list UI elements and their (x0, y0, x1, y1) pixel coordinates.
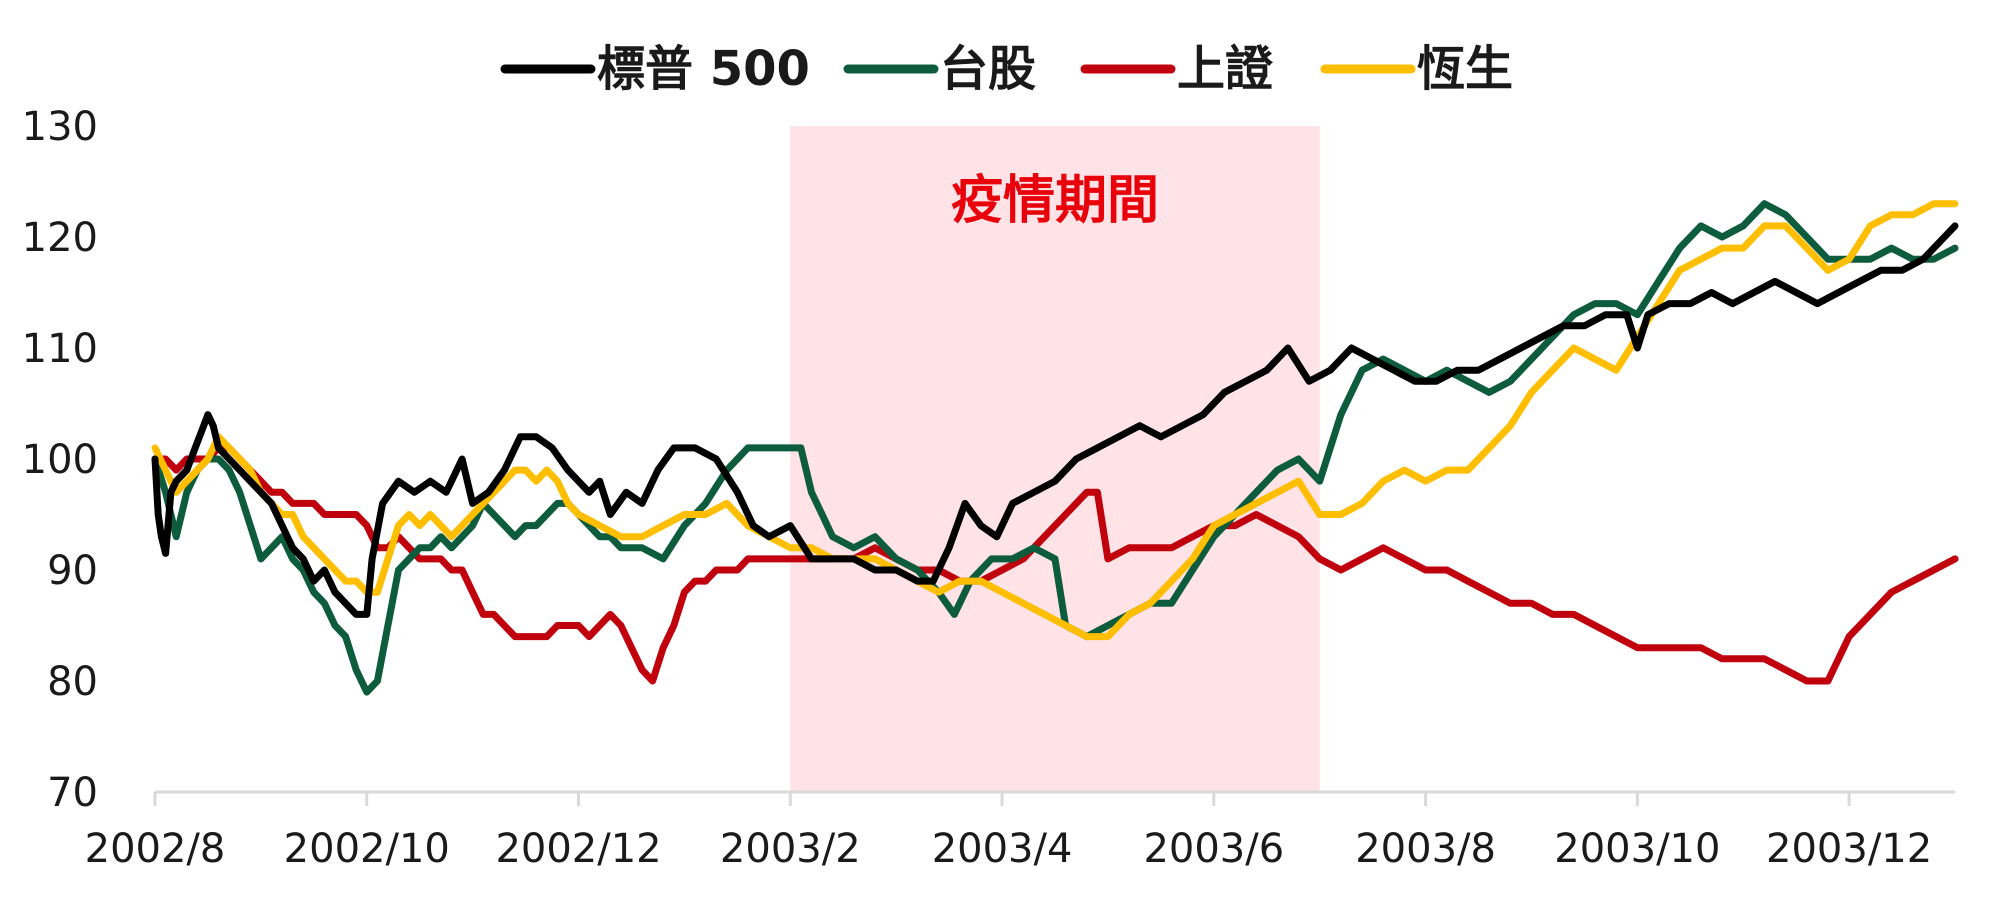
y-tick-label: 80 (47, 659, 98, 705)
x-tick-label: 2003/2 (720, 826, 861, 872)
x-tick-label: 2003/4 (932, 826, 1073, 872)
x-tick-label: 2002/12 (495, 826, 661, 872)
legend-label: 台股 (940, 41, 1036, 97)
y-tick-label: 110 (22, 326, 98, 372)
y-tick-label: 120 (22, 215, 98, 261)
x-tick-label: 2003/10 (1554, 826, 1720, 872)
y-tick-label: 90 (47, 548, 98, 594)
series-line-2 (151, 444, 1959, 685)
x-tick-label: 2003/12 (1766, 826, 1932, 872)
axis-layer: 70 80 90 100 110 120 130 2002/8 2002/10 2002/12 20… (22, 104, 1955, 872)
x-tick-label: 2002/10 (284, 826, 450, 872)
legend-label: 恆生 (1417, 41, 1513, 97)
x-tick-label: 2002/8 (85, 826, 226, 872)
y-tick-label: 130 (22, 104, 98, 150)
shaded-region-label: 疫情期間 (951, 171, 1159, 231)
y-tick-label: 70 (47, 770, 98, 816)
legend: 標普 500 台股 上證 恆生 (500, 41, 1513, 97)
series-line-0 (151, 222, 1959, 618)
shaded-region-layer (790, 126, 1320, 792)
x-tick-label: 2003/8 (1355, 826, 1496, 872)
x-tick-label: 2003/6 (1143, 826, 1284, 872)
shaded-region (790, 126, 1320, 792)
series-line-1 (151, 200, 1959, 696)
legend-label: 標普 500 (597, 41, 810, 97)
series-layer (151, 200, 1959, 696)
legend-label: 上證 (1177, 41, 1274, 97)
y-tick-label: 100 (22, 437, 98, 483)
